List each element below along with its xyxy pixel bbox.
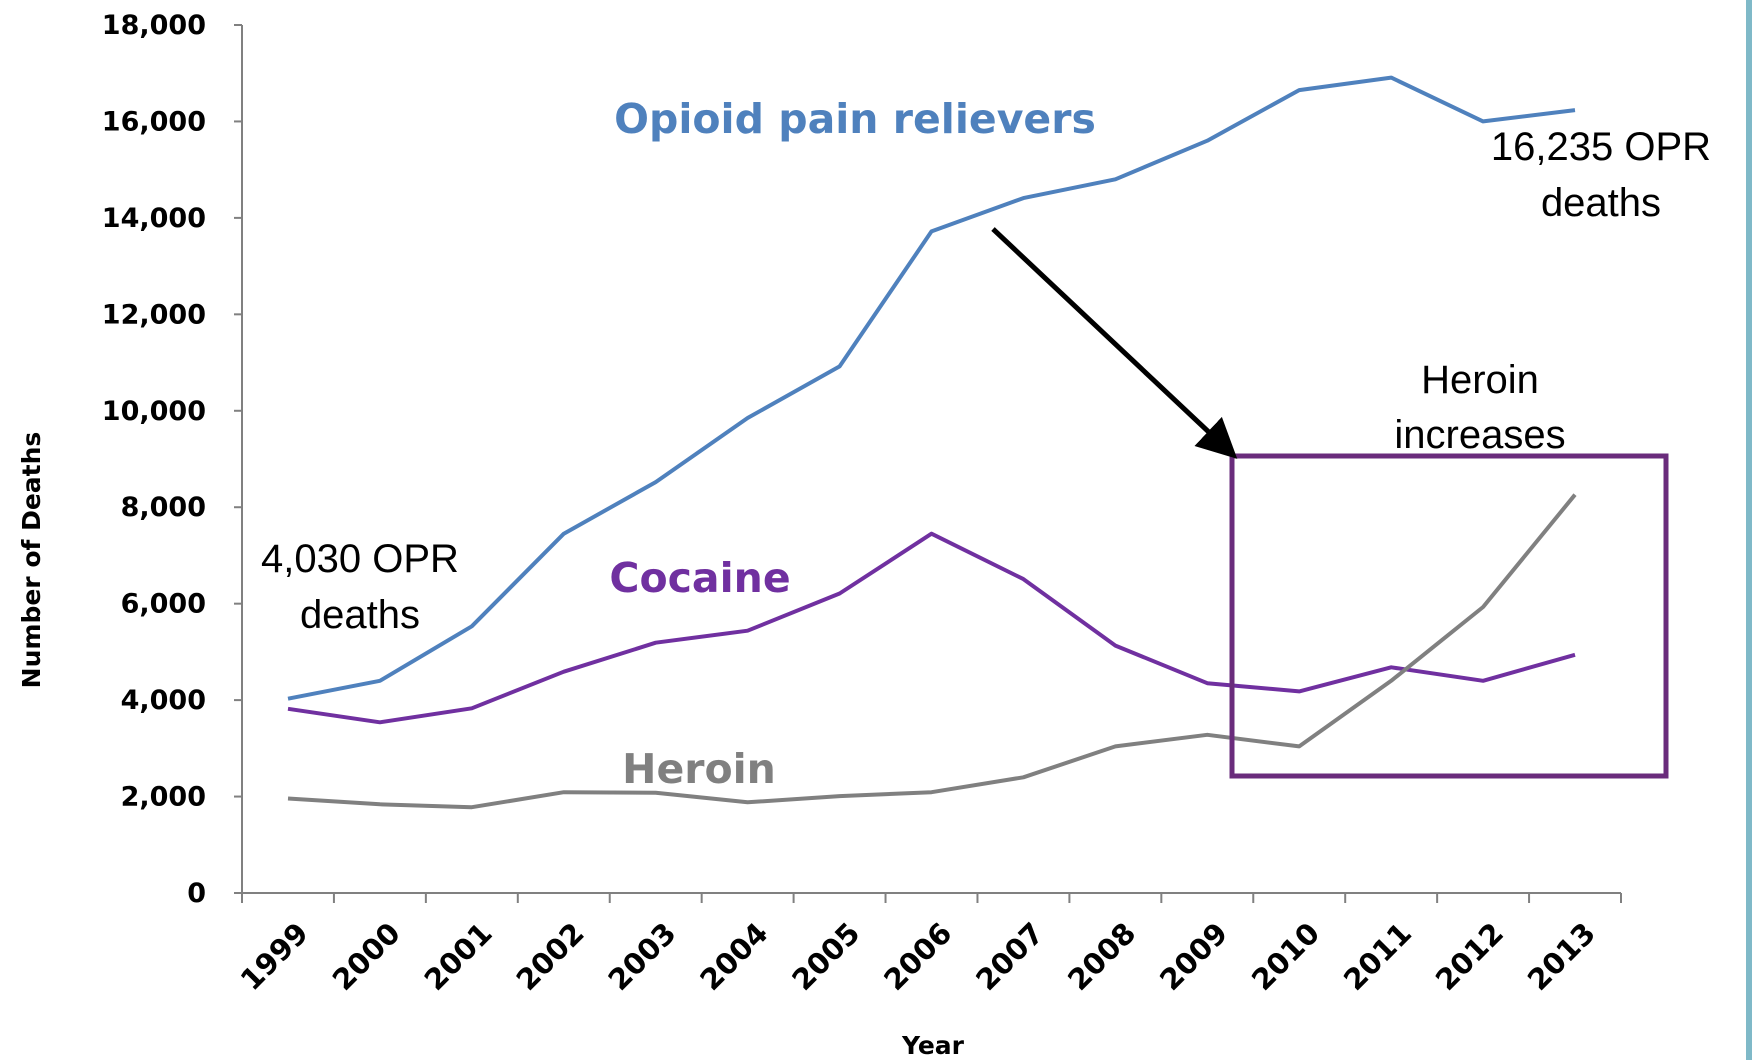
x-tick-label: 2013 [1521, 916, 1602, 997]
x-tick-label: 2001 [418, 916, 499, 997]
heroin-increase-box [1229, 453, 1669, 779]
start-annotation-value: 4,030 OPR [261, 537, 459, 581]
y-tick-label: 12,000 [102, 299, 206, 330]
x-tick-label: 2007 [969, 916, 1050, 997]
trend-arrow [991, 227, 1238, 459]
y-tick-label: 2,000 [121, 782, 206, 813]
y-axis-label: Number of Deaths [17, 432, 46, 689]
x-tick-label: 2012 [1429, 916, 1510, 997]
y-tick-label: 4,000 [121, 685, 206, 716]
x-tick-label: 2002 [510, 916, 591, 997]
x-tick-label: 2010 [1245, 916, 1326, 997]
series-line [287, 531, 1576, 725]
series-label-heroin: Heroin [622, 745, 776, 793]
axes [234, 24, 1622, 903]
box-annotation-line2: increases [1394, 413, 1565, 457]
y-tick-label: 18,000 [102, 10, 206, 41]
x-tick-label: 2004 [693, 916, 774, 997]
x-tick-label: 2008 [1061, 916, 1142, 997]
box-annotation-line1: Heroin [1421, 358, 1539, 402]
y-tick-label: 10,000 [102, 396, 206, 427]
series-label-cocaine: Cocaine [609, 554, 790, 602]
series-lines [287, 75, 1577, 810]
x-tick-label: 2009 [1153, 916, 1234, 997]
y-tick-labels: 0 2,000 4,000 6,000 8,000 10,000 12,000 14,000 1… [102, 10, 206, 909]
series-label-opioid: Opioid pain relievers [614, 95, 1096, 143]
x-tick-label: 2011 [1337, 916, 1418, 997]
y-tick-label: 0 [187, 878, 206, 909]
series-line [287, 493, 1577, 810]
x-tick-label: 2006 [877, 916, 958, 997]
x-tick-label: 2005 [785, 916, 866, 997]
slide-edge-strip [1746, 0, 1752, 1060]
x-tick-label: 1999 [234, 916, 315, 997]
x-tick-label: 2003 [602, 916, 683, 997]
y-tick-label: 14,000 [102, 203, 206, 234]
x-tick-labels: 1999 2000 2001 2002 2003 2004 2005 2006 2007 2008… [234, 916, 1602, 997]
end-annotation-suffix: deaths [1541, 181, 1661, 225]
y-tick-label: 6,000 [121, 589, 206, 620]
series-line [287, 75, 1576, 701]
y-tick-label: 16,000 [102, 106, 206, 137]
x-axis-label: Year [901, 1031, 965, 1060]
start-annotation-suffix: deaths [300, 593, 420, 637]
x-tick-label: 2000 [326, 916, 407, 997]
y-tick-label: 8,000 [121, 492, 206, 523]
end-annotation-value: 16,235 OPR [1491, 125, 1711, 169]
